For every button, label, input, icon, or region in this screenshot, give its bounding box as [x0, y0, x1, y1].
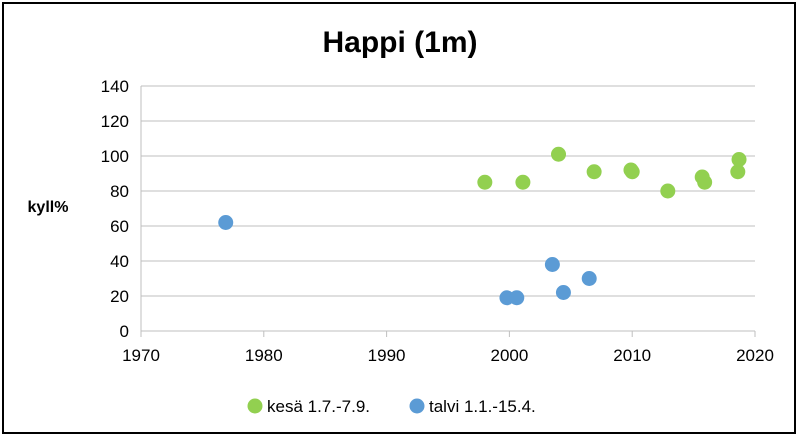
x-tick-label: 2010: [613, 346, 651, 365]
data-point: [660, 183, 676, 199]
x-tick-labels: 1970 1980 1990 2000 2010 2020: [122, 346, 774, 365]
legend: kesä 1.7.-7.9. talvi 1.1.-15.4.: [247, 397, 536, 416]
legend-label: talvi 1.1.-15.4.: [429, 397, 536, 416]
data-point: [586, 164, 602, 180]
data-point: [555, 285, 571, 300]
data-point: [624, 164, 640, 180]
x-tick-label: 1970: [122, 346, 160, 365]
chart-title: Happi (1m): [322, 26, 477, 59]
y-tick-label: 60: [110, 217, 129, 236]
y-axis-label: kyll%: [28, 199, 69, 216]
x-tick-label: 2000: [490, 346, 528, 365]
data-point: [581, 271, 597, 286]
y-tick-label: 0: [120, 322, 129, 341]
axes: [140, 86, 756, 337]
y-tick-label: 100: [101, 147, 129, 166]
legend-label: kesä 1.7.-7.9.: [267, 397, 370, 416]
data-point: [730, 164, 746, 180]
data-point: [477, 174, 493, 190]
y-tick-label: 140: [101, 77, 129, 96]
chart-frame: [2, 2, 796, 434]
data-point: [731, 152, 747, 167]
y-tick-label: 120: [101, 112, 129, 131]
gridlines: [141, 85, 755, 297]
legend-marker: [409, 398, 425, 414]
legend-marker: [247, 398, 263, 414]
data-point: [551, 146, 567, 162]
y-tick-label: 80: [110, 182, 129, 201]
data-points: [218, 146, 747, 306]
y-tick-labels: 0 20 40 60 80 100 120 140: [101, 77, 129, 341]
x-tick-label: 2020: [736, 346, 774, 365]
x-tick-label: 1990: [368, 346, 406, 365]
x-tick-label: 1980: [245, 346, 283, 365]
y-tick-label: 20: [110, 287, 129, 306]
y-tick-label: 40: [110, 252, 129, 271]
data-point: [515, 174, 531, 190]
data-point: [218, 215, 234, 230]
data-point: [509, 290, 525, 306]
data-point: [544, 257, 560, 272]
data-point: [697, 174, 713, 190]
